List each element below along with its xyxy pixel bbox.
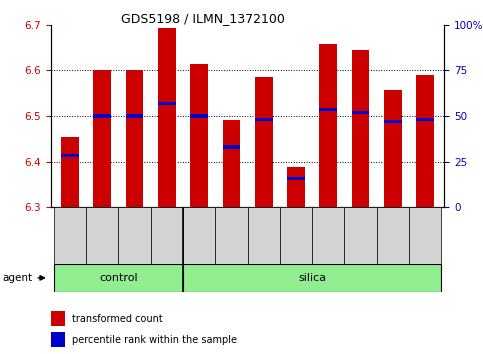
Bar	[183, 264, 441, 292]
Bar	[54, 264, 183, 292]
Bar	[54, 207, 86, 264]
Bar	[94, 70, 111, 207]
Bar	[287, 167, 305, 207]
Bar	[61, 154, 79, 157]
Text: transformed count: transformed count	[72, 314, 163, 324]
Bar	[126, 70, 143, 207]
Bar	[384, 90, 401, 207]
Bar	[344, 207, 377, 264]
Bar	[319, 108, 337, 111]
Text: agent: agent	[2, 273, 32, 283]
Bar	[377, 207, 409, 264]
Bar	[190, 114, 208, 118]
Bar	[255, 118, 272, 121]
Bar	[94, 114, 111, 118]
Bar	[248, 207, 280, 264]
Bar	[86, 207, 118, 264]
Bar	[223, 120, 240, 207]
Bar	[384, 120, 401, 124]
Text: percentile rank within the sample: percentile rank within the sample	[72, 335, 238, 345]
Bar	[51, 311, 65, 326]
Bar	[190, 64, 208, 207]
Bar	[126, 114, 143, 118]
Bar	[352, 50, 369, 207]
Bar	[215, 207, 248, 264]
Bar	[51, 332, 65, 347]
Bar	[280, 207, 312, 264]
Text: control: control	[99, 273, 138, 283]
Bar	[183, 207, 215, 264]
Bar	[287, 177, 305, 181]
Bar	[319, 44, 337, 207]
Text: GDS5198 / ILMN_1372100: GDS5198 / ILMN_1372100	[121, 12, 285, 25]
Bar	[151, 207, 183, 264]
Bar	[255, 77, 272, 207]
Bar	[158, 28, 176, 207]
Bar	[416, 75, 434, 207]
Bar	[223, 145, 240, 149]
Bar	[61, 137, 79, 207]
Bar	[158, 102, 176, 105]
Bar	[312, 207, 344, 264]
Text: silica: silica	[298, 273, 326, 283]
Bar	[352, 111, 369, 114]
Bar	[409, 207, 441, 264]
Bar	[118, 207, 151, 264]
Bar	[416, 118, 434, 121]
